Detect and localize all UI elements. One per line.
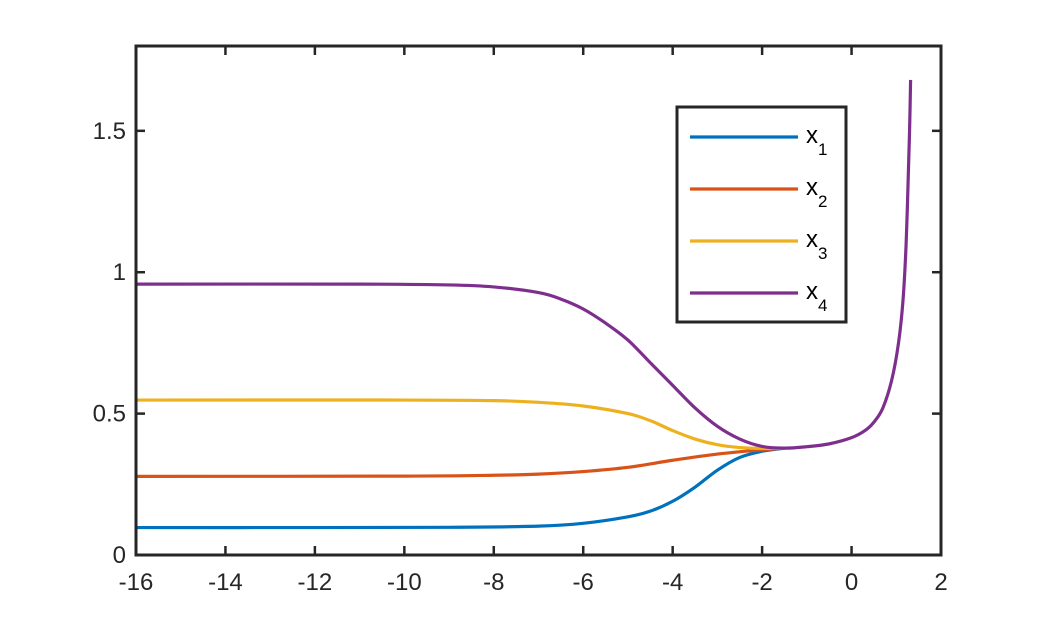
x-tick-label: -12: [298, 569, 333, 596]
x-tick-label: -2: [751, 569, 772, 596]
x-tick-label: -16: [119, 569, 154, 596]
legend-subscript: 1: [818, 140, 827, 159]
x-tick-label: 0: [845, 569, 858, 596]
x-tick-label: 2: [934, 569, 947, 596]
x-tick-label: -10: [387, 569, 422, 596]
tick-layer: -16 -14 -12 -10 -8 -6 -4 -2 0 2 0 0.5 1 1.5: [93, 46, 948, 596]
x-tick-label: -6: [573, 569, 594, 596]
y-tick-label: 1.5: [93, 118, 126, 145]
x-tick-label: -4: [662, 569, 683, 596]
series-line-x3: [135, 398, 785, 451]
series-line-x2: [135, 446, 785, 478]
y-tick-label: 1: [113, 259, 126, 286]
x-tick-label: -8: [483, 569, 504, 596]
y-tick-label: 0: [113, 542, 126, 569]
legend-subscript: 4: [818, 296, 827, 315]
series-line-x4: [135, 79, 913, 450]
series-layer: [135, 79, 913, 530]
x-tick-label: -14: [208, 569, 243, 596]
legend-box: [675, 105, 848, 324]
axes-box: [134, 44, 943, 557]
y-tick-label: 0.5: [93, 401, 126, 428]
series-line-x1: [135, 446, 785, 530]
legend-subscript: 3: [818, 244, 827, 263]
legend-subscript: 2: [818, 192, 827, 211]
